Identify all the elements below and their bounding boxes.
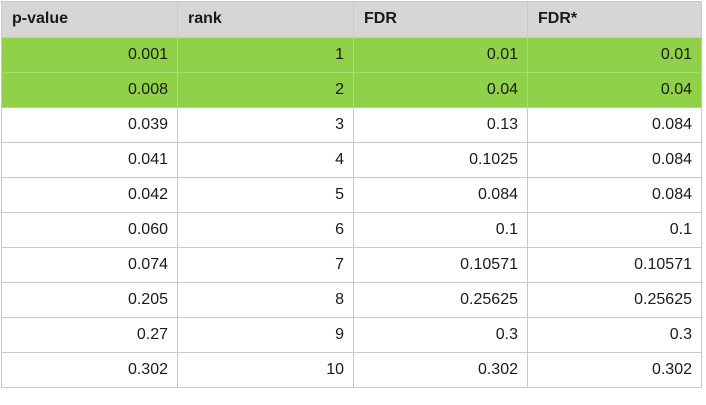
cell-fdr-star[interactable]: 0.01 bbox=[527, 37, 702, 73]
cell-fdr[interactable]: 0.01 bbox=[353, 37, 528, 73]
cell-rank[interactable]: 4 bbox=[177, 142, 354, 178]
cell-rank[interactable]: 1 bbox=[177, 37, 354, 73]
cell-p-value[interactable]: 0.039 bbox=[1, 107, 178, 143]
cell-fdr[interactable]: 0.04 bbox=[353, 72, 528, 108]
cell-rank[interactable]: 8 bbox=[177, 282, 354, 318]
table-body: 0.001 1 0.01 0.01 0.008 2 0.04 0.04 0.039 3 0.13 0.… bbox=[1, 37, 702, 388]
cell-fdr-star[interactable]: 0.3 bbox=[527, 317, 702, 353]
cell-rank[interactable]: 5 bbox=[177, 177, 354, 213]
table-row: 0.008 2 0.04 0.04 bbox=[1, 72, 702, 108]
header-fdr[interactable]: FDR bbox=[353, 1, 528, 38]
cell-rank[interactable]: 9 bbox=[177, 317, 354, 353]
cell-fdr[interactable]: 0.25625 bbox=[353, 282, 528, 318]
cell-fdr[interactable]: 0.1025 bbox=[353, 142, 528, 178]
table-row: 0.001 1 0.01 0.01 bbox=[1, 37, 702, 73]
table-row: 0.205 8 0.25625 0.25625 bbox=[1, 282, 702, 318]
cell-fdr-star[interactable]: 0.04 bbox=[527, 72, 702, 108]
header-rank[interactable]: rank bbox=[177, 1, 354, 38]
cell-fdr-star[interactable]: 0.084 bbox=[527, 142, 702, 178]
table-row: 0.074 7 0.10571 0.10571 bbox=[1, 247, 702, 283]
cell-rank[interactable]: 7 bbox=[177, 247, 354, 283]
cell-fdr-star[interactable]: 0.302 bbox=[527, 352, 702, 388]
cell-p-value[interactable]: 0.042 bbox=[1, 177, 178, 213]
table-row: 0.042 5 0.084 0.084 bbox=[1, 177, 702, 213]
table-row: 0.27 9 0.3 0.3 bbox=[1, 317, 702, 353]
cell-p-value[interactable]: 0.27 bbox=[1, 317, 178, 353]
cell-p-value[interactable]: 0.060 bbox=[1, 212, 178, 248]
cell-rank[interactable]: 2 bbox=[177, 72, 354, 108]
cell-p-value[interactable]: 0.041 bbox=[1, 142, 178, 178]
cell-fdr[interactable]: 0.1 bbox=[353, 212, 528, 248]
cell-fdr[interactable]: 0.3 bbox=[353, 317, 528, 353]
cell-fdr[interactable]: 0.084 bbox=[353, 177, 528, 213]
cell-p-value[interactable]: 0.302 bbox=[1, 352, 178, 388]
cell-rank[interactable]: 10 bbox=[177, 352, 354, 388]
cell-fdr-star[interactable]: 0.10571 bbox=[527, 247, 702, 283]
table-row: 0.060 6 0.1 0.1 bbox=[1, 212, 702, 248]
table-row: 0.039 3 0.13 0.084 bbox=[1, 107, 702, 143]
header-fdr-star[interactable]: FDR* bbox=[527, 1, 702, 38]
cell-fdr[interactable]: 0.13 bbox=[353, 107, 528, 143]
table-row: 0.302 10 0.302 0.302 bbox=[1, 352, 702, 388]
cell-p-value[interactable]: 0.205 bbox=[1, 282, 178, 318]
fdr-table: p-value rank FDR FDR* 0.001 1 0.01 0.01 0.00… bbox=[1, 1, 702, 388]
cell-p-value[interactable]: 0.074 bbox=[1, 247, 178, 283]
cell-fdr-star[interactable]: 0.1 bbox=[527, 212, 702, 248]
cell-p-value[interactable]: 0.001 bbox=[1, 37, 178, 73]
cell-fdr[interactable]: 0.302 bbox=[353, 352, 528, 388]
cell-fdr-star[interactable]: 0.084 bbox=[527, 107, 702, 143]
table-row: 0.041 4 0.1025 0.084 bbox=[1, 142, 702, 178]
cell-fdr[interactable]: 0.10571 bbox=[353, 247, 528, 283]
header-p-value[interactable]: p-value bbox=[1, 1, 178, 38]
cell-rank[interactable]: 3 bbox=[177, 107, 354, 143]
cell-fdr-star[interactable]: 0.084 bbox=[527, 177, 702, 213]
cell-rank[interactable]: 6 bbox=[177, 212, 354, 248]
cell-p-value[interactable]: 0.008 bbox=[1, 72, 178, 108]
cell-fdr-star[interactable]: 0.25625 bbox=[527, 282, 702, 318]
header-row: p-value rank FDR FDR* bbox=[1, 1, 702, 38]
